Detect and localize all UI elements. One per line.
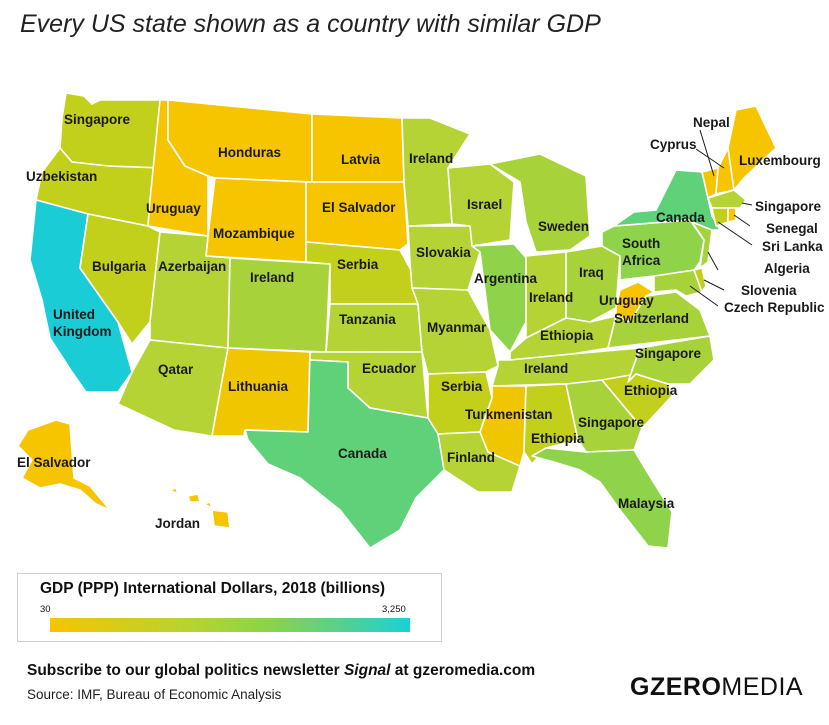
source-line: Source: IMF, Bureau of Economic Analysis [27,687,282,702]
label-fl: Malaysia [618,496,675,511]
state-hi[interactable] [169,487,231,529]
label-nc: Singapore [635,346,702,361]
label-ar: Serbia [441,379,483,394]
label-ms: Turkmenistan [465,407,553,422]
label-sd: El Salvador [322,200,396,215]
label-ri: Senegal [766,221,818,236]
state-tx[interactable] [244,351,445,549]
label-ca-2: Kingdom [53,324,112,339]
state-ma[interactable] [707,189,747,209]
label-pa-2: Africa [622,253,661,268]
label-oh: Iraq [579,265,604,280]
label-mt: Honduras [218,145,281,160]
map-title: Every US state shown as a country with s… [20,10,601,38]
label-wv: Uruguay [599,293,654,308]
us-map: Singapore Uzbekistan United Kingdom Urug… [17,92,825,549]
label-ca: United [53,307,95,322]
label-de: Slovenia [741,283,797,298]
label-me: Luxembourg [739,153,821,168]
gzero-media-logo: GZEROMEDIA [630,673,803,702]
label-ma: Singapore [755,199,822,214]
state-oh[interactable] [565,245,621,323]
label-ct: Sri Lanka [762,239,823,254]
label-va: Switzerland [614,311,689,326]
label-la: Finland [447,450,495,465]
state-fl[interactable] [531,447,673,549]
label-hi: Jordan [155,516,200,531]
label-ut: Azerbaijan [158,259,226,274]
state-wa[interactable] [59,92,161,169]
state-mi[interactable] [489,153,591,253]
label-md: Czech Republic [724,300,825,315]
label-tx: Canada [338,446,387,461]
label-ok: Ecuador [362,361,417,376]
state-az[interactable] [117,339,229,437]
label-mi: Sweden [538,219,589,234]
state-de[interactable] [693,267,707,293]
label-nh: Cyprus [650,137,697,152]
newsletter-line: Subscribe to our global politics newslet… [27,662,535,680]
state-nv[interactable] [79,213,161,345]
state-nd[interactable] [311,113,405,183]
label-id: Uruguay [146,201,201,216]
label-ak: El Salvador [17,455,91,470]
leader-lines [689,129,753,307]
label-tn: Ireland [524,361,568,376]
logo-bold: GZERO [630,673,722,701]
label-il: Argentina [474,271,537,286]
label-sc: Ethiopia [624,383,678,398]
label-nj: Algeria [764,261,810,276]
label-ky: Ethiopia [540,328,594,343]
label-ga: Singapore [578,415,645,430]
label-in: Ireland [529,290,573,305]
label-wi: Israel [467,197,502,212]
legend-max-label: 3,250 [382,604,406,615]
label-ne: Serbia [337,257,379,272]
state-me[interactable] [727,105,777,191]
label-wa: Singapore [64,112,131,127]
label-nd: Latvia [341,152,381,167]
legend-color-scale [50,618,410,632]
label-ia: Slovakia [416,245,471,260]
label-al: Ethiopia [531,431,585,446]
state-ri[interactable] [727,207,737,223]
label-pa: South [622,236,660,251]
newsletter-text-pre: Subscribe to our global politics newslet… [27,662,344,679]
label-co: Ireland [250,270,294,285]
legend: GDP (PPP) International Dollars, 2018 (b… [17,573,442,642]
legend-title: GDP (PPP) International Dollars, 2018 (b… [40,580,386,597]
newsletter-text-post: at gzeromedia.com [390,662,536,679]
label-mo: Myanmar [427,320,487,335]
state-wv[interactable] [615,281,655,323]
state-sd[interactable] [305,181,409,251]
legend-min-label: 30 [40,604,51,615]
label-mn: Ireland [409,151,453,166]
label-az: Qatar [158,362,194,377]
label-vt: Nepal [693,115,730,130]
newsletter-name: Signal [343,662,391,679]
state-nc[interactable] [627,335,715,385]
label-nm: Lithuania [228,379,288,394]
state-ak[interactable] [17,419,111,511]
label-ks: Tanzania [339,312,396,327]
label-wy: Mozambique [213,226,295,241]
label-or: Uzbekistan [26,169,97,184]
state-il[interactable] [471,243,529,353]
label-ny: Canada [656,210,705,225]
logo-light: MEDIA [721,673,804,701]
label-nv: Bulgaria [92,259,147,274]
state-ny[interactable] [613,169,721,231]
state-wy[interactable] [205,177,307,263]
